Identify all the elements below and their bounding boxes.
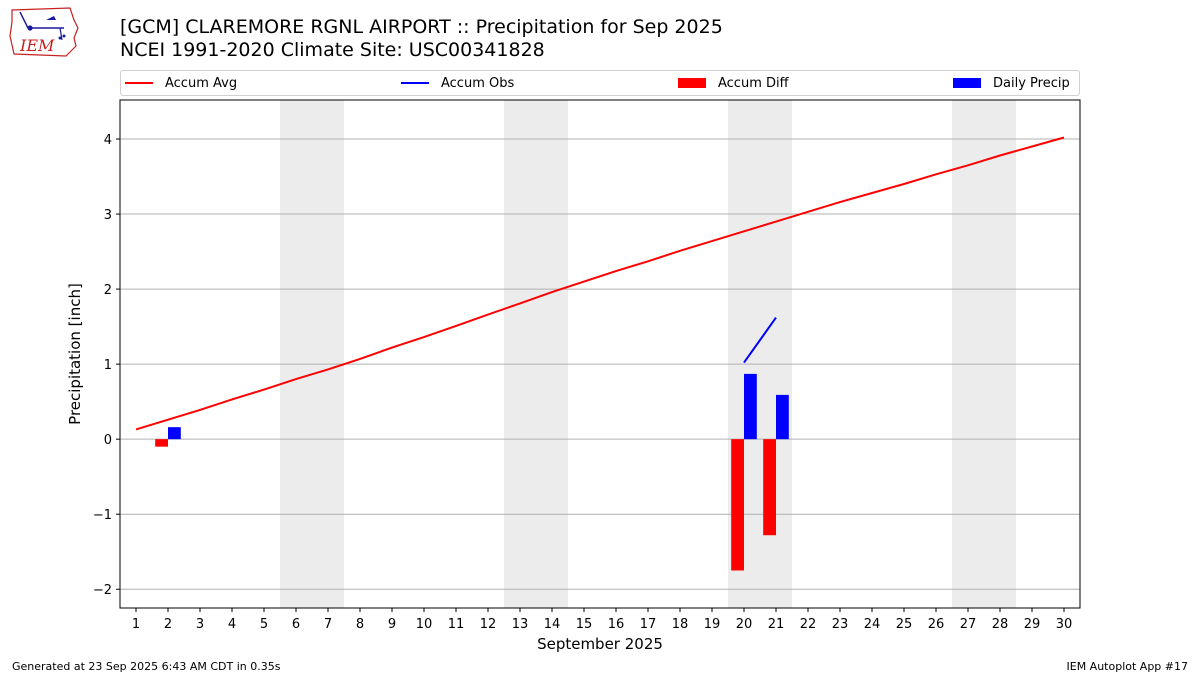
x-tick-label: 5	[260, 617, 268, 632]
line-accum-avg	[135, 136, 1065, 431]
x-tick-label: 9	[388, 617, 396, 632]
x-tick-label: 14	[544, 617, 561, 632]
legend-item-daily-precip: Daily Precip	[953, 71, 1070, 95]
legend-label-accum-avg: Accum Avg	[165, 75, 238, 91]
x-tick-label: 16	[608, 617, 625, 632]
x-tick-label: 19	[704, 617, 721, 632]
chart-subtitle: NCEI 1991-2020 Climate Site: USC00341828	[120, 39, 545, 61]
x-tick-label: 23	[832, 617, 849, 632]
x-tick-label: 12	[480, 617, 497, 632]
y-tick-label: −2	[93, 583, 112, 598]
x-tick-label: 15	[576, 617, 593, 632]
legend-label-accum-diff: Accum Diff	[718, 75, 789, 91]
y-axis-label: Precipitation [inch]	[66, 283, 84, 425]
x-tick-label: 21	[768, 617, 785, 632]
logo-text: IEM	[20, 36, 55, 55]
weekend-band	[952, 100, 1016, 608]
weekend-shading-layer	[280, 100, 1016, 608]
x-tick-label: 1	[132, 617, 140, 632]
legend-label-accum-obs: Accum Obs	[441, 75, 515, 91]
chart-title: [GCM] CLAREMORE RGNL AIRPORT :: Precipit…	[120, 16, 723, 38]
y-tick-label: 0	[104, 433, 112, 448]
x-tick-label: 2	[164, 617, 172, 632]
x-tick-label: 10	[416, 617, 433, 632]
legend-label-daily-precip: Daily Precip	[993, 75, 1070, 91]
x-tick-label: 26	[928, 617, 945, 632]
weekend-band	[280, 100, 344, 608]
legend-swatch-accum-diff	[678, 78, 706, 88]
bar-daily-precip	[168, 427, 181, 440]
bar-daily-precip	[776, 394, 789, 440]
x-tick-label: 4	[228, 617, 236, 632]
bar-accum-diff	[763, 439, 776, 536]
bar-daily-precip	[744, 373, 757, 440]
line-accum-obs	[743, 317, 777, 364]
legend-item-accum-avg: Accum Avg	[125, 71, 237, 95]
iem-iowa-weather-logo-icon	[9, 7, 79, 57]
legend-item-accum-diff: Accum Diff	[678, 71, 789, 95]
bar-accum-diff	[155, 439, 168, 447]
x-axis-ticks: 1 2 3 4 5 6 7 8 9 10 11 12 13 14 15 16 17 18 19 20 21 22 23 24 2…	[132, 608, 1072, 632]
footer-generated-text: Generated at 23 Sep 2025 6:43 AM CDT in …	[12, 660, 281, 673]
x-tick-label: 28	[992, 617, 1009, 632]
x-tick-label: 20	[736, 617, 753, 632]
footer-app-text: IEM Autoplot App #17	[1066, 660, 1189, 673]
x-tick-label: 29	[1024, 617, 1041, 632]
legend-swatch-accum-avg	[125, 82, 153, 84]
legend-swatch-accum-obs	[401, 82, 429, 84]
plot-frame	[119, 99, 1081, 609]
legend-swatch-daily-precip	[953, 78, 981, 88]
x-tick-label: 3	[196, 617, 204, 632]
x-tick-label: 6	[292, 617, 300, 632]
x-tick-label: 11	[448, 617, 465, 632]
bars-layer	[155, 373, 789, 571]
x-tick-label: 8	[356, 617, 364, 632]
bar-accum-diff	[731, 439, 744, 571]
legend-item-accum-obs: Accum Obs	[401, 71, 514, 95]
y-tick-label: 3	[104, 208, 112, 223]
x-tick-label: 18	[672, 617, 689, 632]
x-tick-label: 24	[864, 617, 881, 632]
lines-layer	[135, 136, 1065, 431]
y-tick-label: 2	[104, 283, 112, 298]
weekend-band	[504, 100, 568, 608]
y-tick-label: 4	[104, 133, 112, 148]
y-tick-label: 1	[104, 358, 112, 373]
x-tick-label: 13	[512, 617, 529, 632]
y-tick-label: −1	[93, 508, 112, 523]
x-axis-label: September 2025	[537, 635, 663, 653]
y-axis-ticks: −2 −1 0 1 2 3 4	[93, 133, 120, 598]
grid-layer	[120, 138, 1080, 590]
iem-logo: IEM	[8, 6, 82, 62]
legend: Accum Avg Accum Obs Accum Diff Daily Pre…	[120, 70, 1080, 96]
x-tick-label: 30	[1056, 617, 1073, 632]
x-tick-label: 25	[896, 617, 913, 632]
x-tick-label: 22	[800, 617, 817, 632]
x-tick-label: 7	[324, 617, 332, 632]
x-tick-label: 17	[640, 617, 657, 632]
x-tick-label: 27	[960, 617, 977, 632]
